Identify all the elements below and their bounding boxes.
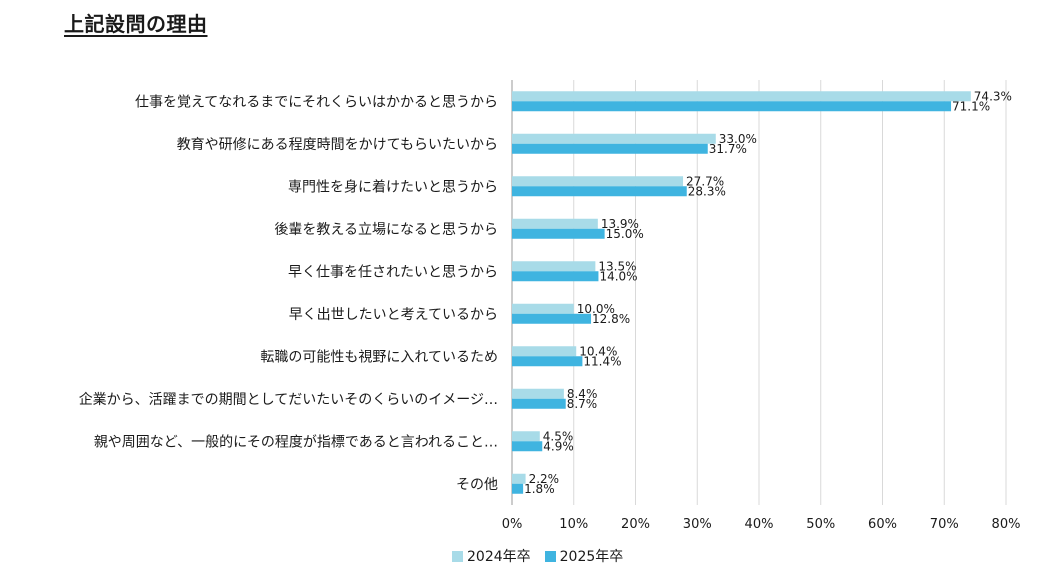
data-label-2024: 10.0% (577, 302, 615, 316)
x-tick-label: 20% (621, 517, 650, 532)
legend-label-2025: 2025年卒 (559, 549, 624, 565)
category-label: その他 (456, 477, 498, 493)
data-label-2025: 31.7% (709, 142, 747, 156)
bar-2025 (512, 186, 687, 197)
category-label: 専門性を身に着けたいと思うから (288, 179, 498, 195)
data-label-2024: 13.5% (598, 259, 636, 273)
bar-2024 (512, 346, 577, 357)
data-label-2025: 28.3% (688, 184, 726, 198)
bar-2024 (512, 303, 574, 314)
data-label-2024: 33.0% (719, 132, 757, 146)
chart-legend: 2024年卒 2025年卒 (452, 546, 623, 566)
bar-2024 (512, 176, 684, 187)
bar-2024 (512, 91, 971, 102)
data-label-2024: 27.7% (686, 174, 724, 188)
legend-label-2024: 2024年卒 (467, 549, 531, 565)
data-label-2025: 14.0% (599, 269, 637, 283)
data-label-2025: 4.9% (543, 439, 574, 453)
data-label-2025: 8.7% (567, 397, 598, 411)
data-label-2024: 13.9% (601, 217, 639, 231)
bar-2025 (512, 228, 605, 239)
bar-2025 (512, 441, 543, 452)
bar-2024 (512, 388, 564, 399)
legend-item-2025: 2025年卒 (544, 546, 624, 566)
data-label-2024: 10.4% (579, 344, 617, 358)
page-title: 上記設問の理由 (64, 12, 208, 36)
bar-2025 (512, 483, 524, 494)
bar-2025 (512, 313, 592, 324)
bar-2024 (512, 473, 526, 484)
bar-2025 (512, 143, 708, 154)
data-label-2025: 11.4% (583, 354, 621, 368)
bar-2024 (512, 133, 716, 144)
data-label-2025: 15.0% (606, 227, 644, 241)
x-tick-label: 30% (683, 517, 712, 532)
legend-item-2024: 2024年卒 (452, 546, 531, 566)
bar-2024 (512, 218, 598, 229)
bar-2025 (512, 398, 566, 409)
data-label-2025: 1.8% (524, 482, 555, 496)
legend-swatch-2024 (452, 550, 463, 562)
bar-2025 (512, 356, 583, 367)
x-tick-label: 40% (745, 517, 774, 532)
x-tick-label: 50% (806, 517, 835, 532)
category-label: 親や周囲など、一般的にその程度が指標であると言われること… (94, 434, 498, 450)
bar-2025 (512, 271, 599, 282)
category-label: 後輩を教える立場になると思うから (274, 222, 498, 238)
category-label: 仕事を覚えてなれるまでにそれくらいはかかると思うから (135, 94, 498, 110)
legend-swatch-2025 (544, 550, 556, 562)
data-label-2024: 8.4% (567, 387, 598, 401)
category-label: 早く出世したいと考えているから (289, 307, 498, 323)
data-label-2024: 2.2% (529, 472, 560, 486)
data-label-2024: 4.5% (543, 429, 574, 443)
category-label: 教育や研修にある程度時間をかけてもらいたいから (177, 137, 498, 153)
category-label: 転職の可能性も視野に入れているため (260, 349, 498, 365)
data-label-2025: 12.8% (592, 312, 630, 326)
bar-2024 (512, 431, 540, 442)
x-tick-label: 80% (992, 517, 1021, 532)
category-label: 早く仕事を任されたいと思うから (288, 264, 498, 280)
bar-2025 (512, 101, 952, 112)
x-tick-label: 70% (930, 517, 959, 532)
x-tick-label: 60% (868, 517, 897, 532)
data-label-2024: 74.3% (974, 89, 1012, 103)
category-label: 企業から、活躍までの期間としてだいたいそのくらいのイメージ… (79, 391, 498, 408)
bar-2024 (512, 261, 596, 272)
x-tick-label: 10% (559, 517, 588, 532)
data-label-2025: 71.1% (952, 99, 990, 113)
x-tick-label: 0% (502, 517, 523, 532)
